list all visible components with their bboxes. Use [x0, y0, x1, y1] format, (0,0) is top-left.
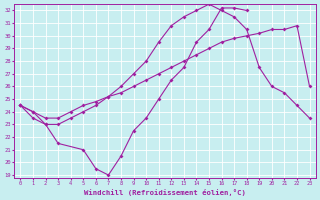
X-axis label: Windchill (Refroidissement éolien,°C): Windchill (Refroidissement éolien,°C)	[84, 189, 246, 196]
